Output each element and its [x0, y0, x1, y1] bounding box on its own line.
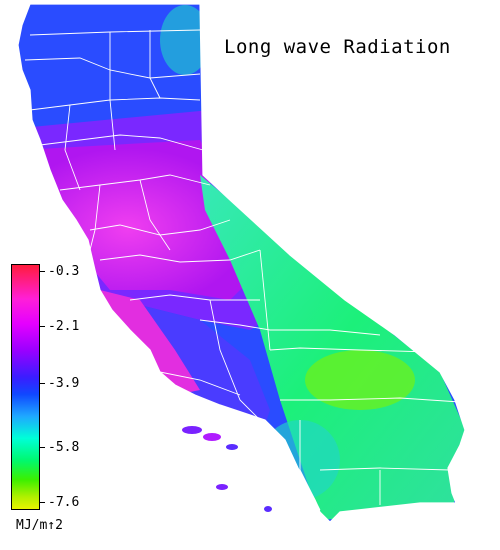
region-northeast-teal [160, 5, 210, 75]
colorbar [11, 264, 40, 510]
region-central-valley [20, 140, 260, 300]
colorbar-tick-label: -3.9 [48, 375, 80, 391]
colorbar-tick: -3.9 [39, 375, 80, 391]
colorbar-units: MJ/m↑2 [16, 518, 63, 533]
colorbar-tick: -0.3 [39, 263, 80, 279]
colorbar-tick-label: -0.3 [48, 263, 80, 279]
colorbar-tick-label: -2.1 [48, 318, 80, 334]
colorbar-tick: -7.6 [39, 494, 80, 510]
colorbar-tick: -5.8 [39, 439, 80, 455]
colorbar-tick-label: -5.8 [48, 439, 80, 455]
colorbar-tick-label: -7.6 [48, 494, 80, 510]
map-title: Long wave Radiation [224, 36, 451, 58]
county-borders [24, 29, 461, 511]
region-coast-strip [100, 290, 200, 395]
region-desert-bright [305, 350, 415, 410]
colorbar-tick: -2.1 [39, 318, 80, 334]
region-desert [200, 175, 465, 520]
channel-islands [182, 426, 272, 512]
